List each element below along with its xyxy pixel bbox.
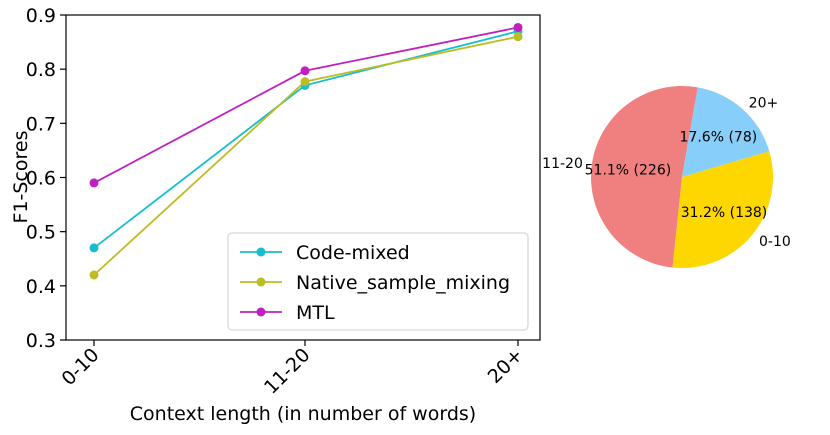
- pie-pct-label: 51.1% (226): [585, 162, 672, 178]
- y-axis-label: F1-Scores: [10, 131, 32, 224]
- pie-slice: [590, 85, 698, 268]
- pie-pct-label: 17.6% (78): [680, 129, 758, 145]
- data-point: [89, 243, 99, 253]
- pie-slice-label: 11-20: [542, 156, 583, 172]
- pie-chart: 51.1% (226)11-20 31.2% (138) 0-10 17.6% (78…: [542, 85, 791, 268]
- legend-items: Code-mixed Native_sample_mixing MTL: [240, 242, 510, 324]
- pie-pct-label: 31.2% (138): [681, 205, 768, 221]
- data-point: [300, 77, 310, 87]
- data-point: [89, 178, 99, 188]
- legend-swatch-marker: [256, 277, 266, 287]
- pie-slice-label: 20+: [749, 95, 779, 111]
- pie-slice: [672, 151, 773, 268]
- legend-label: MTL: [296, 302, 335, 324]
- x-tick-label: 0-10: [57, 344, 103, 390]
- pie-slices: [590, 85, 773, 268]
- y-tick-label: 0.8: [26, 59, 56, 81]
- y-tick-label: 0.5: [26, 222, 56, 244]
- y-tick-label: 0.3: [26, 330, 56, 352]
- legend-swatch-marker: [256, 247, 266, 257]
- data-point: [513, 22, 523, 32]
- legend: Code-mixed Native_sample_mixing MTL: [227, 232, 529, 331]
- y-tick-label: 0.7: [26, 113, 56, 135]
- line-chart: 0.3 0.4 0.5 0.6 0.7 0.8 0.9 0-10 11-20 20+ Conte…: [10, 5, 541, 425]
- y-axis-ticks: 0.3 0.4 0.5 0.6 0.7 0.8 0.9: [26, 5, 66, 352]
- pie-slice: [682, 87, 770, 177]
- series-group: [89, 22, 523, 280]
- data-point: [513, 32, 523, 42]
- x-tick-label: 20+: [484, 344, 528, 388]
- data-point: [89, 270, 99, 280]
- legend-frame: [227, 232, 529, 331]
- pie-labels: 51.1% (226)11-20 31.2% (138) 0-10 17.6% (78…: [542, 95, 791, 250]
- data-point: [300, 66, 310, 76]
- x-tick-label: 11-20: [260, 344, 315, 399]
- pie-slice-label: 0-10: [759, 234, 791, 250]
- x-axis-ticks: 0-10 11-20 20+: [57, 340, 528, 399]
- y-tick-label: 0.4: [26, 276, 56, 298]
- y-tick-label: 0.9: [26, 5, 56, 27]
- y-tick-label: 0.6: [26, 168, 56, 190]
- legend-label: Code-mixed: [296, 242, 410, 264]
- legend-label: Native_sample_mixing: [296, 272, 510, 294]
- legend-swatch-marker: [256, 307, 266, 317]
- x-axis-label: Context length (in number of words): [130, 403, 476, 425]
